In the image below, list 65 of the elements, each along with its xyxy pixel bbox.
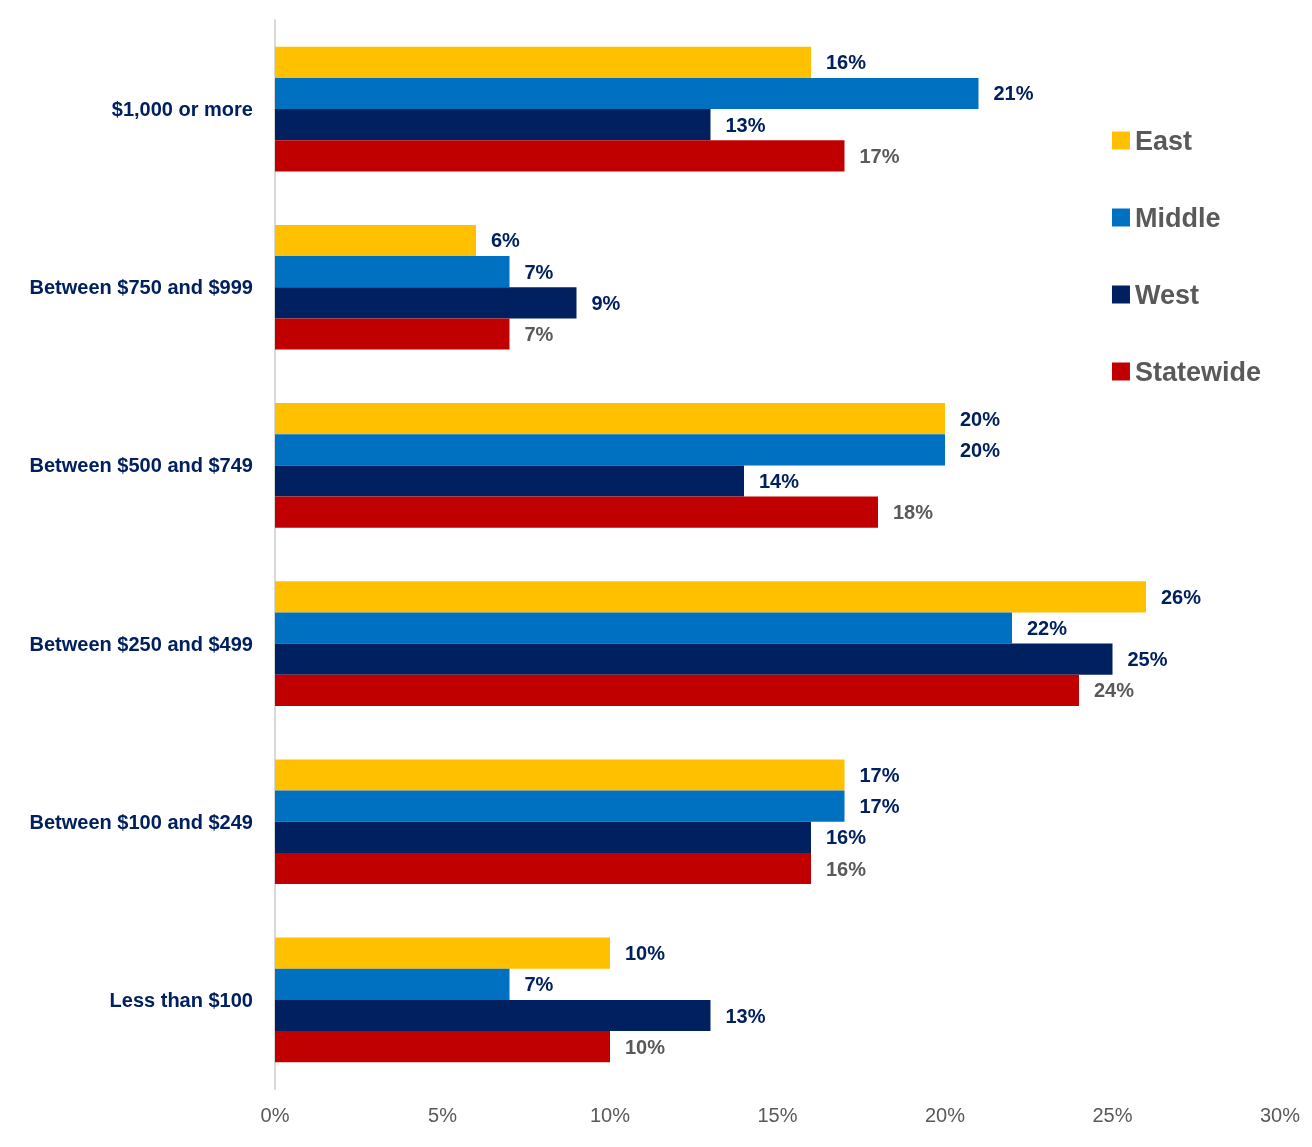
bar (275, 256, 510, 288)
bar (275, 581, 1146, 613)
bar (275, 403, 945, 435)
bar (275, 968, 510, 1000)
y-tick-label: Between $250 and $499 (29, 632, 253, 655)
bar (275, 287, 577, 319)
data-label: 18% (893, 501, 934, 524)
bar (275, 1031, 610, 1063)
bar (275, 77, 979, 110)
data-label: 20% (960, 407, 1001, 430)
x-tick-label: 20% (924, 1104, 966, 1126)
y-tick-label: Less than $100 (109, 988, 253, 1011)
data-label: 9% (591, 291, 621, 314)
data-label: 7% (524, 973, 554, 996)
legend-label: East (1134, 125, 1193, 156)
bar (275, 496, 878, 528)
bar (275, 643, 1113, 675)
data-label: 16% (826, 51, 867, 74)
data-label: 24% (1094, 679, 1135, 702)
data-label: 17% (859, 763, 900, 786)
data-label: 17% (859, 795, 900, 818)
y-tick-label: Between $500 and $749 (29, 454, 253, 477)
data-label: 21% (993, 82, 1034, 105)
bar (275, 318, 510, 350)
data-label: 26% (1161, 585, 1202, 608)
data-label: 7% (524, 323, 554, 346)
bar (275, 852, 811, 885)
data-label: 10% (625, 1035, 666, 1058)
bar (275, 937, 610, 969)
bar (275, 790, 845, 822)
data-label: 16% (826, 826, 867, 849)
bar (275, 999, 711, 1032)
x-tick-label: 5% (428, 1104, 458, 1126)
data-label: 16% (826, 857, 867, 880)
bar (275, 821, 811, 853)
data-label: 7% (524, 260, 554, 283)
x-tick-label: 30% (1259, 1104, 1301, 1126)
data-label: 17% (859, 144, 900, 167)
data-label: 13% (725, 113, 766, 136)
legend-label: Middle (1134, 202, 1221, 233)
x-tick-label: 0% (260, 1104, 290, 1126)
bar (275, 140, 845, 172)
data-label: 22% (1027, 616, 1068, 639)
x-tick-label: 25% (1092, 1104, 1133, 1126)
y-tick-label: $1,000 or more (111, 98, 253, 121)
data-label: 14% (759, 470, 800, 493)
data-label: 6% (491, 229, 521, 252)
bar (275, 46, 811, 78)
data-label: 10% (625, 942, 666, 965)
y-tick-label: Between $750 and $999 (29, 276, 253, 299)
data-label: 20% (960, 438, 1001, 461)
bar (275, 759, 845, 791)
y-tick-label: Between $100 and $249 (29, 810, 253, 833)
bar (275, 612, 1012, 644)
data-label: 13% (725, 1004, 766, 1027)
legend-label: Statewide (1134, 356, 1262, 387)
x-tick-label: 15% (757, 1104, 798, 1126)
x-tick-label: 10% (589, 1104, 631, 1126)
legend-label: West (1134, 279, 1199, 310)
bar (275, 465, 744, 497)
bar (275, 674, 1079, 706)
bar (275, 224, 476, 257)
bar (275, 109, 711, 141)
data-label: 25% (1127, 648, 1168, 671)
bar (275, 434, 945, 466)
